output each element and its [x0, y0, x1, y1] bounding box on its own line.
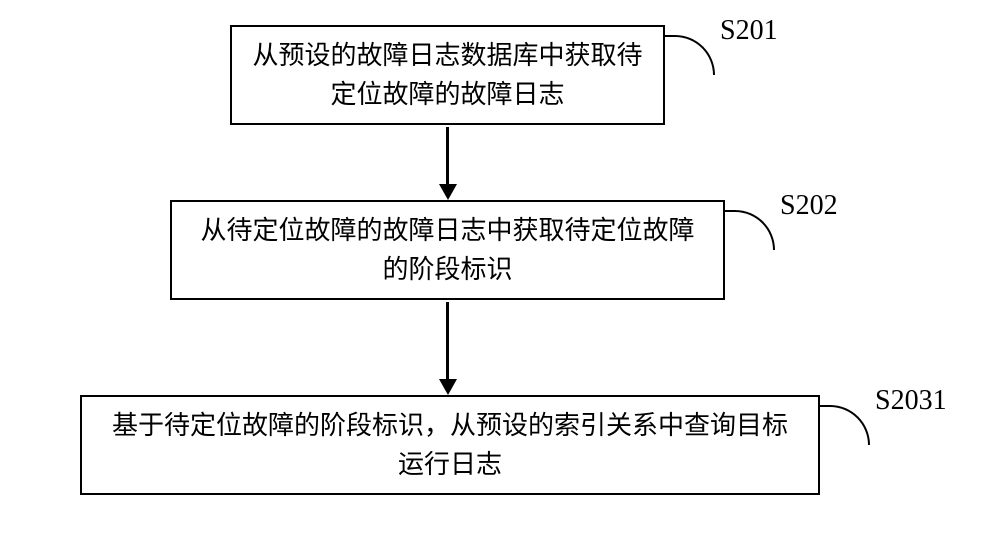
step-text-s2031: 基于待定位故障的阶段标识，从预设的索引关系中查询目标运行日志	[102, 406, 798, 484]
arrow-head-2	[439, 379, 457, 395]
label-connector-s202	[725, 210, 775, 250]
step-label-s202: S202	[780, 190, 838, 222]
flowchart-container: 从预设的故障日志数据库中获取待定位故障的故障日志 S201 从待定位故障的故障日…	[0, 0, 1000, 560]
label-connector-s2031	[820, 405, 870, 445]
arrow-head-1	[439, 184, 457, 200]
arrow-line-2	[446, 302, 449, 379]
arrow-line-1	[446, 127, 449, 184]
step-box-s201: 从预设的故障日志数据库中获取待定位故障的故障日志	[230, 25, 665, 125]
label-connector-s201	[665, 35, 715, 75]
step-box-s202: 从待定位故障的故障日志中获取待定位故障的阶段标识	[170, 200, 725, 300]
step-label-s2031: S2031	[875, 385, 947, 417]
step-text-s201: 从预设的故障日志数据库中获取待定位故障的故障日志	[252, 36, 643, 114]
step-text-s202: 从待定位故障的故障日志中获取待定位故障的阶段标识	[192, 211, 703, 289]
step-label-s201: S201	[720, 15, 778, 47]
step-box-s2031: 基于待定位故障的阶段标识，从预设的索引关系中查询目标运行日志	[80, 395, 820, 495]
